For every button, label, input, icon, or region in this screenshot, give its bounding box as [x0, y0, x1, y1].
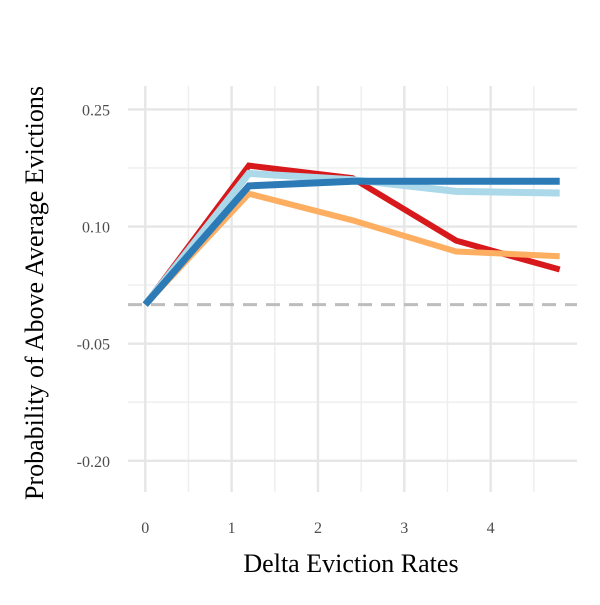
grid	[128, 86, 577, 492]
x-axis-title: Delta Eviction Rates	[243, 549, 458, 578]
series-layer	[142, 162, 561, 307]
series-line-4	[142, 177, 560, 307]
x-tick-label: 0	[141, 520, 149, 537]
y-tick-label: -0.20	[77, 454, 110, 471]
x-tick-label: 1	[228, 520, 236, 537]
x-tick-label: 4	[487, 520, 495, 537]
y-tick-label: 0.10	[82, 220, 110, 237]
y-tick-label: 0.25	[82, 102, 110, 119]
tick-labels: 0 1 2 3 4 -0.20 -0.05 0.10 0.25	[77, 102, 495, 537]
x-tick-label: 3	[400, 520, 408, 537]
y-tick-label: -0.05	[77, 337, 110, 354]
x-tick-label: 2	[314, 520, 322, 537]
y-axis-title: Probability of Above Average Evictions	[20, 86, 49, 500]
